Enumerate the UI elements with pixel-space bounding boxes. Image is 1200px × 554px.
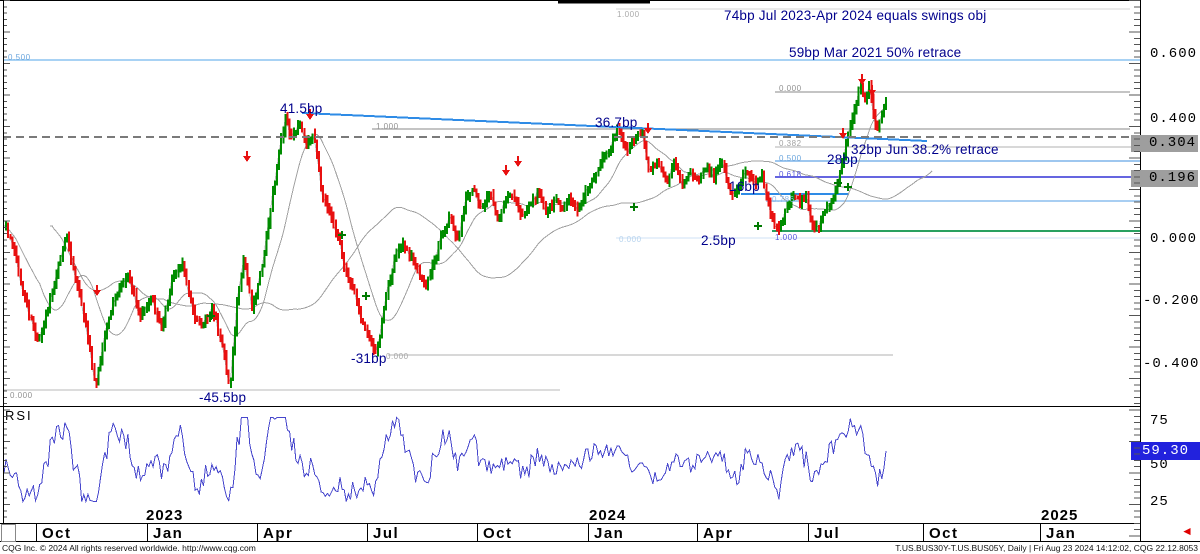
scrollbar-corner[interactable] [1, 524, 16, 542]
copyright-text: CQG Inc. © 2024 All rights reserved worl… [2, 543, 256, 553]
pane-border [3, 0, 4, 523]
rsi-current-value-badge: 59.30 [1131, 442, 1200, 460]
x-axis-tick [923, 523, 924, 541]
pane-border [0, 406, 1140, 407]
pane-border [0, 523, 1140, 524]
x-axis-tick [1040, 523, 1041, 541]
symbol-timestamp-text: T.US.BUS30Y-T.US.BUS05Y, Daily | Fri Aug… [895, 543, 1198, 553]
x-axis-tick [697, 523, 698, 541]
pane-border [1140, 0, 1141, 541]
x-axis-tick [808, 523, 809, 541]
right-axis-major-ticks [1129, 0, 1140, 541]
pane-border [0, 541, 1200, 542]
pane-border [0, 0, 1140, 1]
x-axis-tick [477, 523, 478, 541]
x-axis-tick [36, 523, 37, 541]
left-axis-major-ticks [4, 0, 10, 523]
x-axis-tick [147, 523, 148, 541]
status-bar: CQG Inc. © 2024 All rights reserved worl… [0, 542, 1200, 554]
scroll-left-arrow-icon[interactable]: ◄ [1181, 524, 1193, 538]
x-axis-tick [588, 523, 589, 541]
x-axis-tick [257, 523, 258, 541]
x-axis-tick [367, 523, 368, 541]
